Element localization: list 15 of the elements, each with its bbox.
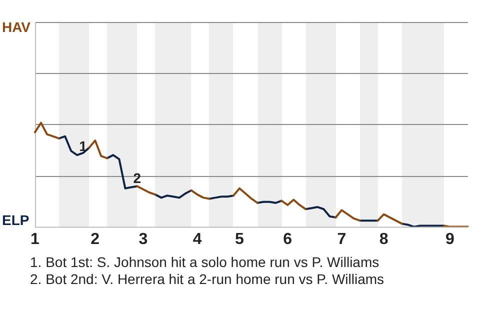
x-tick-label: 6: [283, 230, 292, 248]
text: 1. Bot 1st: S. Johnson hit a solo home run vs P. Williams: [30, 254, 380, 271]
text: 2. Bot 2nd: V. Herrera hit a 2-run home run vs P. Williams: [30, 271, 384, 288]
x-tick-label: 3: [138, 230, 148, 248]
x-tick-label: 8: [379, 230, 388, 248]
x-tick-label: 2: [90, 230, 100, 248]
x-tick-label: 5: [235, 230, 244, 248]
x-tick-label: 1: [30, 230, 40, 248]
annotation: 2: [133, 170, 142, 186]
x-tick-label: 7: [337, 230, 346, 248]
annotation: 1: [79, 138, 88, 154]
text: HAV: [2, 19, 31, 35]
x-tick-label: 9: [446, 230, 455, 248]
text: ELP: [2, 212, 30, 228]
x-tick-label: 4: [192, 230, 202, 248]
